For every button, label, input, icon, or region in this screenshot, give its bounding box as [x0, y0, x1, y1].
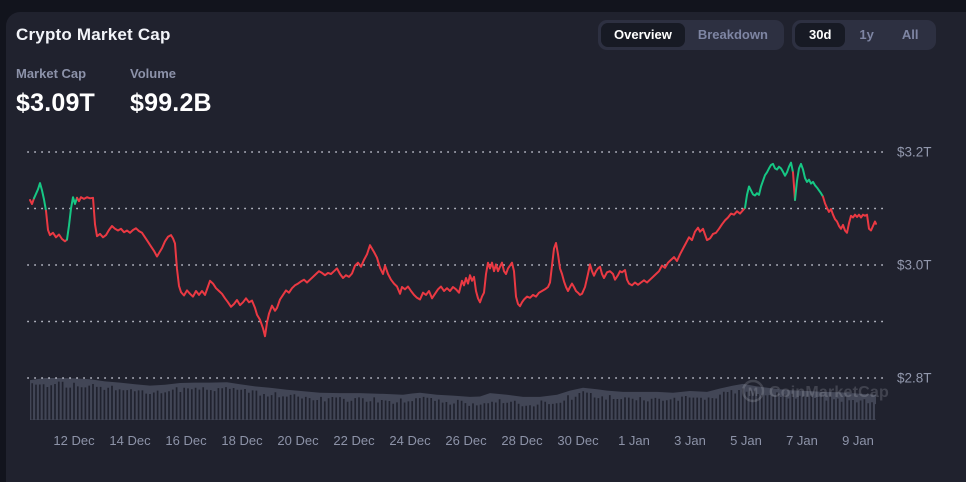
stat-volume-value: $99.2B: [130, 89, 212, 117]
x-axis-label: 16 Dec: [165, 433, 207, 448]
x-axis-label: 26 Dec: [445, 433, 487, 448]
x-axis-label: 28 Dec: [501, 433, 543, 448]
x-axis-label: 30 Dec: [557, 433, 599, 448]
stat-market-cap-value: $3.09T: [16, 89, 96, 117]
price-line-segment: [822, 195, 877, 234]
watermark-text: CoinMarketCap: [769, 384, 889, 401]
x-axis-label: 3 Jan: [674, 433, 706, 448]
price-line-segment: [76, 196, 746, 338]
x-axis-label: 18 Dec: [221, 433, 263, 448]
stat-market-cap-label: Market Cap: [16, 66, 87, 81]
price-line-segment: [33, 182, 47, 212]
y-axis-label: $2.8T: [897, 371, 932, 386]
price-line-segment: [29, 197, 35, 205]
stat-volume: Volume $99.2B: [130, 66, 212, 118]
price-line-segment: [45, 209, 68, 243]
x-axis-label: 24 Dec: [389, 433, 431, 448]
y-axis-label: $3.0T: [897, 258, 932, 273]
y-axis-label: $3.2T: [897, 145, 932, 160]
range-30d-button[interactable]: 30d: [795, 23, 846, 47]
coinmarketcap-logo-icon: [741, 379, 765, 403]
x-axis-label: 12 Dec: [53, 433, 95, 448]
price-line-segment: [794, 162, 824, 201]
stat-market-cap: Market Cap $3.09T: [16, 66, 95, 118]
coinmarketcap-watermark: M CoinMarketCap: [741, 379, 889, 403]
x-axis-label: 20 Dec: [277, 433, 319, 448]
x-axis-label: 5 Jan: [730, 433, 762, 448]
range-1y-button[interactable]: 1y: [845, 23, 887, 47]
x-axis-label: 22 Dec: [333, 433, 375, 448]
stat-volume-label: Volume: [130, 66, 176, 81]
volume-bar-slits: [31, 381, 877, 420]
x-axis-label: 9 Jan: [842, 433, 874, 448]
tab-overview[interactable]: Overview: [601, 23, 685, 47]
tab-breakdown[interactable]: Breakdown: [685, 23, 781, 47]
price-line-segment: [66, 196, 78, 241]
x-axis-label: 7 Jan: [786, 433, 818, 448]
page-title: Crypto Market Cap: [16, 25, 171, 44]
range-toggle-group: 30d 1y All: [792, 20, 936, 50]
coinmarketcap-logo-letter: M: [748, 385, 758, 399]
x-axis-label: 1 Jan: [618, 433, 650, 448]
price-line-segment: [744, 161, 794, 209]
view-toggle-group: Overview Breakdown: [598, 20, 784, 50]
x-axis-label: 14 Dec: [109, 433, 151, 448]
range-all-button[interactable]: All: [888, 23, 933, 47]
